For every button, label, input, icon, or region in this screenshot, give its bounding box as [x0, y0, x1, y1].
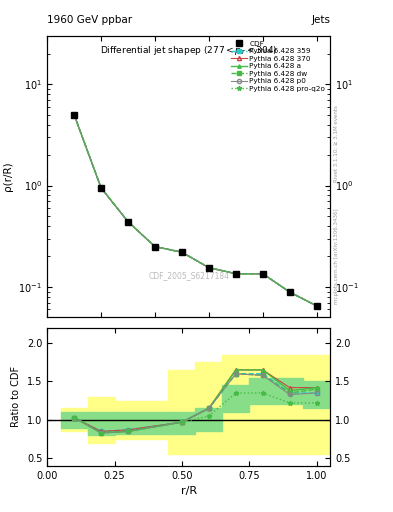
Pythia 6.428 359 [180, 249, 184, 255]
Pythia 6.428 pro-q2o [261, 271, 265, 277]
Pythia 6.428 359 [287, 289, 292, 295]
Pythia 6.428 p0 [152, 244, 157, 250]
Line: Pythia 6.428 p0: Pythia 6.428 p0 [72, 113, 319, 308]
Pythia 6.428 p0 [314, 303, 319, 309]
Pythia 6.428 370 [152, 244, 157, 250]
Line: Pythia 6.428 dw: Pythia 6.428 dw [72, 113, 318, 308]
Pythia 6.428 p0 [206, 265, 211, 271]
Pythia 6.428 359 [72, 112, 77, 118]
Pythia 6.428 359 [99, 185, 103, 191]
Pythia 6.428 dw [206, 265, 211, 271]
Text: Jets: Jets [311, 14, 330, 25]
Pythia 6.428 359 [152, 244, 157, 250]
Pythia 6.428 a [99, 185, 103, 191]
Pythia 6.428 p0 [72, 112, 77, 118]
Pythia 6.428 dw [180, 249, 184, 255]
Line: Pythia 6.428 370: Pythia 6.428 370 [72, 113, 319, 308]
Pythia 6.428 359 [126, 219, 130, 225]
Text: Differential jet shapep $(277 < p_T < 304)$: Differential jet shapep $(277 < p_T < 30… [100, 45, 277, 57]
Pythia 6.428 a [180, 249, 184, 255]
Y-axis label: ρ(r/R): ρ(r/R) [3, 162, 13, 191]
Pythia 6.428 pro-q2o [233, 271, 238, 277]
Pythia 6.428 pro-q2o [287, 289, 292, 295]
Line: Pythia 6.428 a: Pythia 6.428 a [72, 113, 318, 308]
Pythia 6.428 dw [314, 303, 319, 309]
Pythia 6.428 pro-q2o [99, 185, 103, 191]
X-axis label: r/R: r/R [180, 486, 197, 496]
Pythia 6.428 dw [72, 112, 77, 118]
Pythia 6.428 p0 [126, 219, 130, 225]
Pythia 6.428 a [261, 271, 265, 277]
Pythia 6.428 dw [126, 219, 130, 225]
Pythia 6.428 dw [152, 244, 157, 250]
Line: Pythia 6.428 pro-q2o: Pythia 6.428 pro-q2o [72, 112, 319, 308]
Pythia 6.428 p0 [99, 185, 103, 191]
Text: 1960 GeV ppbar: 1960 GeV ppbar [47, 14, 132, 25]
Pythia 6.428 359 [233, 271, 238, 277]
Pythia 6.428 p0 [233, 271, 238, 277]
Pythia 6.428 a [287, 289, 292, 295]
Pythia 6.428 p0 [180, 249, 184, 255]
Pythia 6.428 a [314, 303, 319, 309]
Pythia 6.428 370 [233, 271, 238, 277]
Pythia 6.428 370 [287, 289, 292, 295]
Legend: CDF, Pythia 6.428 359, Pythia 6.428 370, Pythia 6.428 a, Pythia 6.428 dw, Pythia: CDF, Pythia 6.428 359, Pythia 6.428 370,… [230, 39, 327, 93]
Pythia 6.428 pro-q2o [126, 219, 130, 225]
Text: mcplots.cern.ch [arXiv:1306.3436]: mcplots.cern.ch [arXiv:1306.3436] [334, 208, 338, 304]
Pythia 6.428 370 [314, 303, 319, 309]
Text: CDF_2005_S6217184: CDF_2005_S6217184 [148, 271, 229, 280]
Pythia 6.428 359 [314, 303, 319, 309]
Pythia 6.428 370 [72, 112, 77, 118]
Pythia 6.428 a [126, 219, 130, 225]
Pythia 6.428 a [206, 265, 211, 271]
Pythia 6.428 370 [261, 271, 265, 277]
Pythia 6.428 dw [287, 289, 292, 295]
Pythia 6.428 pro-q2o [180, 249, 184, 255]
Text: Rivet 3.1.10; ≥ 3.1M events: Rivet 3.1.10; ≥ 3.1M events [334, 105, 338, 182]
Pythia 6.428 370 [206, 265, 211, 271]
Y-axis label: Ratio to CDF: Ratio to CDF [11, 366, 21, 428]
Pythia 6.428 370 [99, 185, 103, 191]
Pythia 6.428 359 [206, 265, 211, 271]
Pythia 6.428 p0 [261, 271, 265, 277]
Pythia 6.428 pro-q2o [314, 303, 319, 309]
Pythia 6.428 p0 [287, 289, 292, 295]
Line: Pythia 6.428 359: Pythia 6.428 359 [72, 113, 318, 308]
Pythia 6.428 dw [261, 271, 265, 277]
Pythia 6.428 370 [180, 249, 184, 255]
Pythia 6.428 a [233, 271, 238, 277]
Pythia 6.428 dw [99, 185, 103, 191]
Pythia 6.428 370 [126, 219, 130, 225]
Pythia 6.428 dw [233, 271, 238, 277]
Pythia 6.428 pro-q2o [206, 265, 211, 271]
Pythia 6.428 a [72, 112, 77, 118]
Pythia 6.428 359 [261, 271, 265, 277]
Pythia 6.428 a [152, 244, 157, 250]
Pythia 6.428 pro-q2o [72, 112, 77, 118]
Pythia 6.428 pro-q2o [152, 244, 157, 250]
